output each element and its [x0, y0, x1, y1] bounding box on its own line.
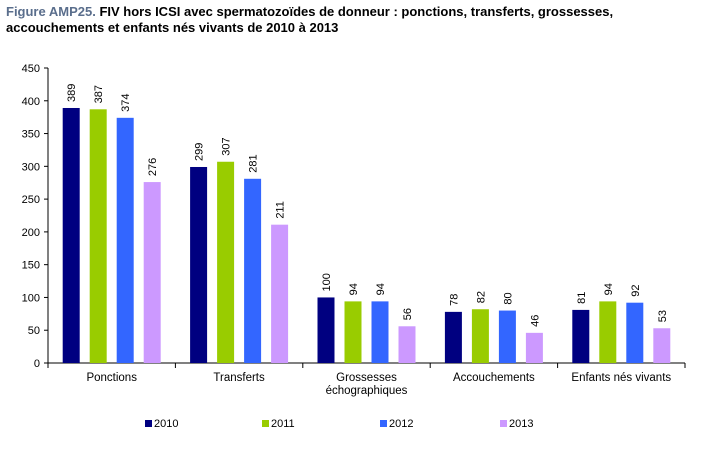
data-label: 81 — [576, 292, 588, 304]
data-label: 276 — [147, 158, 159, 176]
data-label: 46 — [529, 315, 541, 327]
data-label: 78 — [448, 294, 460, 306]
bar — [62, 107, 80, 363]
bar — [317, 297, 335, 363]
y-tick-label: 0 — [34, 358, 40, 370]
x-category-label: Ponctions — [86, 372, 137, 384]
legend-swatch — [145, 420, 152, 427]
bar — [89, 109, 107, 363]
data-label: 94 — [348, 283, 360, 295]
bar — [217, 161, 235, 363]
y-tick-label: 400 — [22, 96, 40, 108]
figure-title-text: FIV hors ICSI avec spermatozoïdes de don… — [6, 4, 614, 35]
bar — [271, 224, 289, 363]
bar — [498, 310, 516, 363]
legend-swatch — [262, 420, 269, 427]
bar — [572, 309, 590, 363]
bar — [116, 117, 134, 363]
chart-title: Figure AMP25. FIV hors ICSI avec spermat… — [6, 4, 706, 36]
figure-label: Figure AMP25. — [6, 4, 96, 19]
data-label: 281 — [248, 154, 260, 172]
data-label: 389 — [66, 84, 78, 102]
legend-label: 2013 — [509, 418, 533, 430]
y-tick-label: 450 — [22, 63, 40, 75]
x-category-label: Grossesses — [336, 372, 397, 384]
data-label: 374 — [120, 93, 132, 111]
data-label: 94 — [603, 283, 615, 295]
x-category-label: échographiques — [326, 385, 408, 397]
legend-swatch — [500, 420, 507, 427]
data-label: 56 — [402, 308, 414, 320]
data-label: 92 — [630, 284, 642, 296]
data-label: 100 — [321, 273, 333, 291]
y-tick-label: 300 — [22, 161, 40, 173]
x-category-label: Enfants nés vivants — [571, 372, 671, 384]
data-label: 94 — [375, 283, 387, 295]
bar — [525, 332, 543, 363]
x-category-label: Transferts — [213, 372, 265, 384]
bar — [398, 326, 416, 363]
data-label: 211 — [275, 201, 287, 219]
bar — [244, 178, 262, 363]
data-label: 299 — [194, 143, 206, 161]
data-label: 53 — [657, 310, 669, 322]
bar — [371, 301, 389, 363]
data-label: 307 — [221, 137, 233, 155]
data-label: 82 — [475, 291, 487, 303]
bar — [599, 301, 617, 363]
bar — [626, 302, 644, 363]
data-label: 80 — [502, 292, 514, 304]
bar — [143, 182, 161, 363]
bar — [444, 311, 462, 363]
bar — [471, 309, 489, 363]
y-tick-label: 50 — [28, 325, 40, 337]
data-label: 387 — [93, 85, 105, 103]
bar — [653, 328, 671, 363]
bar — [190, 166, 208, 363]
bar — [344, 301, 362, 363]
x-category-label: Accouchements — [453, 372, 535, 384]
legend-label: 2012 — [389, 418, 413, 430]
y-tick-label: 350 — [22, 129, 40, 141]
y-tick-label: 100 — [22, 292, 40, 304]
legend-label: 2011 — [271, 418, 295, 430]
legend-label: 2010 — [154, 418, 178, 430]
y-tick-label: 250 — [22, 194, 40, 206]
y-tick-label: 150 — [22, 260, 40, 272]
y-tick-label: 200 — [22, 227, 40, 239]
legend-swatch — [380, 420, 387, 427]
